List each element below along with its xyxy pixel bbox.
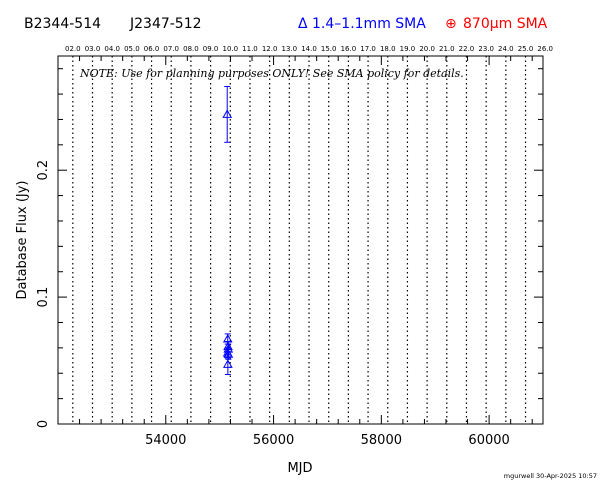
top-year-label: 25.0: [518, 45, 534, 53]
top-year-labels: 02.0 03.0 04.0 05.0 06.0 07.0 08.0 09.0 10.0 11.0…: [65, 45, 553, 53]
data-points: [222, 85, 234, 376]
top-year-label: 15.0: [321, 45, 337, 53]
x-tick-label: 60000: [468, 433, 509, 448]
legend-13mm: Δ 1.4–1.1mm SMA: [298, 16, 426, 32]
y-tick-label: 0: [36, 420, 51, 428]
top-year-label: 11.0: [242, 45, 258, 53]
source-name: B2344-514: [24, 16, 101, 32]
y-tick-label: 0.2: [36, 160, 51, 181]
top-year-label: 09.0: [203, 45, 219, 53]
legend-870: 870μm SMA: [463, 16, 548, 32]
top-year-label: 22.0: [459, 45, 475, 53]
top-year-label: 14.0: [301, 45, 317, 53]
top-year-label: 10.0: [222, 45, 238, 53]
planning-note: NOTE: Use for planning purposes ONLY! Se…: [79, 67, 464, 80]
year-grid: [72, 56, 527, 424]
top-year-label: 02.0: [65, 45, 81, 53]
plot-frame: [57, 55, 544, 425]
top-year-label: 05.0: [124, 45, 140, 53]
y-tick-label: 0.1: [36, 287, 51, 308]
top-year-label: 18.0: [380, 45, 396, 53]
y-axis-label: Database Flux (Jy): [15, 181, 30, 300]
top-year-label: 07.0: [163, 45, 179, 53]
data-point: [222, 109, 233, 118]
top-year-label: 03.0: [85, 45, 101, 53]
top-year-label: 06.0: [144, 45, 160, 53]
y-axis-ticks: 0 0.1 0.2: [36, 68, 543, 428]
top-year-label: 23.0: [478, 45, 494, 53]
x-tick-label: 56000: [253, 433, 294, 448]
x-tick-label: 54000: [145, 433, 186, 448]
top-year-label: 17.0: [360, 45, 376, 53]
x-axis-ticks: 54000 56000 58000 60000: [57, 56, 533, 448]
x-axis-label: MJD: [287, 461, 312, 476]
top-year-label: 26.0: [537, 45, 553, 53]
top-year-label: 19.0: [400, 45, 416, 53]
top-year-label: 16.0: [341, 45, 357, 53]
top-year-label: 13.0: [282, 45, 298, 53]
credit-stamp: mgurwell 30-Apr-2025 10:57: [504, 472, 597, 480]
top-year-label: 12.0: [262, 45, 278, 53]
top-year-label: 20.0: [419, 45, 435, 53]
top-year-label: 08.0: [183, 45, 199, 53]
top-year-label: 21.0: [439, 45, 455, 53]
top-year-label: 24.0: [498, 45, 514, 53]
x-tick-label: 58000: [361, 433, 402, 448]
top-year-label: 04.0: [104, 45, 120, 53]
legend-870-symbol: ⊕: [445, 16, 457, 32]
alt-source-name: J2347-512: [129, 16, 202, 32]
data-point: [222, 359, 233, 368]
